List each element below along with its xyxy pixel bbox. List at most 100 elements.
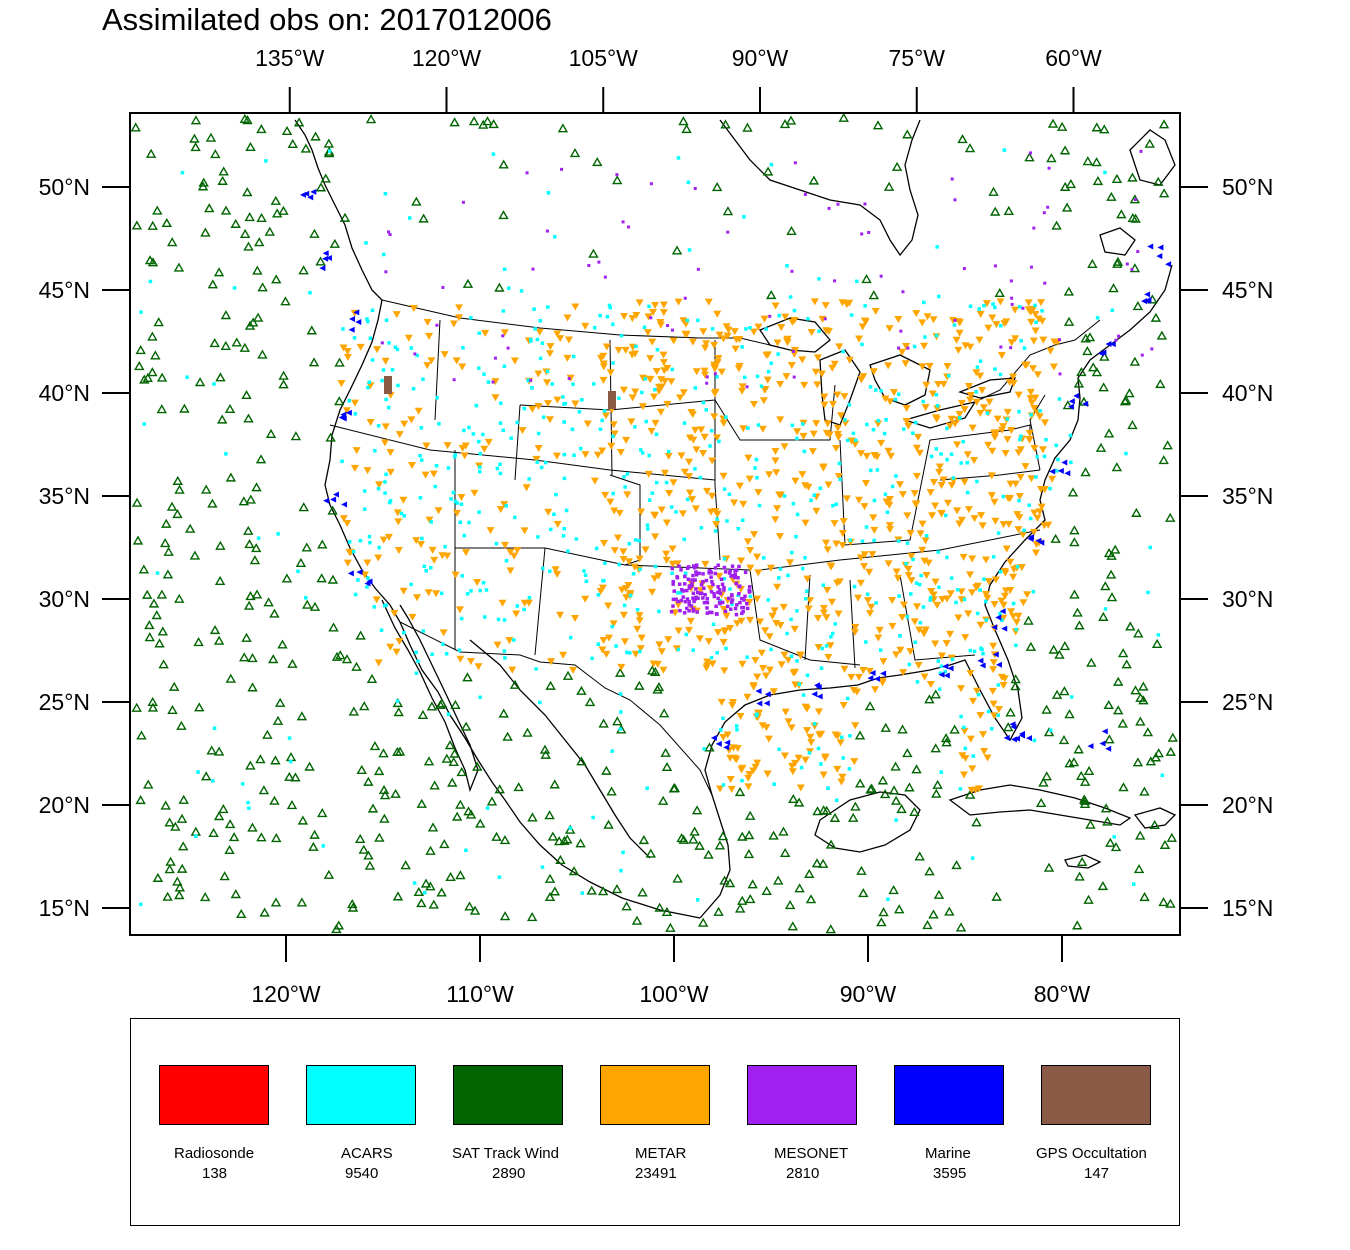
- acars-marker: [390, 367, 395, 372]
- acars-marker: [789, 654, 794, 659]
- acars-marker: [740, 345, 744, 349]
- mesonet-marker: [705, 606, 709, 610]
- sat-track-wind-marker: [270, 755, 281, 765]
- metar-marker: [1029, 337, 1038, 345]
- sat-track-wind-marker: [1063, 316, 1075, 326]
- acars-marker: [821, 583, 826, 587]
- metar-marker: [935, 468, 944, 476]
- sat-track-wind-marker: [205, 132, 217, 142]
- legend-label: METAR: [635, 1145, 687, 1162]
- acars-marker: [1054, 469, 1059, 473]
- sat-track-wind-marker: [1054, 649, 1065, 659]
- acars-marker: [841, 756, 845, 760]
- acars-marker: [611, 491, 616, 496]
- metar-marker: [413, 594, 422, 602]
- acars-marker: [502, 649, 507, 653]
- metar-marker: [1011, 335, 1020, 343]
- acars-marker: [645, 523, 650, 527]
- sat-track-wind-marker: [1048, 644, 1059, 654]
- metar-marker: [428, 546, 437, 554]
- mesonet-marker: [728, 607, 733, 612]
- sat-track-wind-marker: [971, 817, 982, 827]
- mesonet-marker: [731, 573, 736, 578]
- metar-marker: [647, 427, 656, 435]
- sat-track-wind-marker: [309, 601, 321, 611]
- metar-marker: [743, 693, 752, 701]
- metar-marker: [780, 443, 789, 451]
- acars-marker: [812, 493, 817, 497]
- acars-marker: [936, 550, 940, 554]
- marine-marker: [880, 670, 887, 677]
- sat-track-wind-marker: [932, 779, 943, 789]
- sat-track-wind-marker: [264, 226, 276, 236]
- metar-marker: [630, 563, 639, 571]
- acars-marker: [527, 378, 531, 382]
- acars-marker: [785, 264, 789, 268]
- mesonet-marker: [863, 202, 867, 206]
- metar-marker: [765, 633, 774, 641]
- mesonet-marker: [713, 571, 718, 576]
- acars-marker: [984, 599, 988, 604]
- acars-marker: [676, 156, 681, 160]
- acars-marker: [1033, 303, 1037, 308]
- metar-marker: [754, 323, 763, 331]
- sat-track-wind-marker: [147, 331, 158, 341]
- acars-marker: [610, 749, 614, 753]
- metar-marker: [798, 356, 807, 364]
- sat-track-wind-marker: [1073, 378, 1085, 388]
- legend-count: 9540: [345, 1165, 379, 1182]
- metar-marker: [879, 658, 888, 666]
- metar-marker: [669, 479, 678, 487]
- metar-marker: [1019, 531, 1028, 539]
- metar-marker: [654, 387, 663, 395]
- sat-track-wind-marker: [450, 699, 461, 709]
- metar-marker: [875, 626, 884, 634]
- metar-marker: [641, 546, 650, 554]
- acars-marker: [978, 359, 983, 363]
- sat-track-wind-marker: [317, 807, 328, 818]
- metar-marker: [914, 661, 923, 669]
- mesonet-marker: [671, 579, 675, 584]
- sat-track-wind-marker: [502, 731, 513, 741]
- acars-marker: [139, 310, 143, 314]
- metar-marker: [854, 335, 863, 343]
- acars-marker: [196, 770, 200, 774]
- sat-track-wind-marker: [1099, 351, 1110, 361]
- metar-marker: [374, 659, 383, 667]
- legend-item: METAR 23491: [600, 1065, 730, 1185]
- acars-marker: [623, 485, 627, 489]
- gps-occultation-marker: [384, 376, 392, 394]
- marine-marker: [1156, 253, 1163, 260]
- metar-marker: [655, 383, 664, 391]
- metar-marker: [942, 640, 951, 648]
- metar-marker: [803, 727, 812, 735]
- acars-marker: [993, 305, 997, 310]
- metar-marker: [631, 388, 640, 396]
- sat-track-wind-marker: [957, 134, 968, 144]
- sat-track-wind-marker: [1133, 864, 1145, 874]
- acars-marker: [368, 540, 372, 545]
- metar-marker: [685, 473, 694, 481]
- marine-marker: [992, 651, 999, 658]
- sat-track-wind-marker: [544, 810, 555, 820]
- metar-marker: [845, 356, 854, 364]
- mesonet-marker: [677, 582, 682, 586]
- mesonet-marker: [717, 588, 722, 592]
- metar-marker: [976, 712, 985, 720]
- sat-track-wind-marker: [159, 538, 171, 548]
- marine-marker: [947, 665, 954, 672]
- metar-marker: [1015, 492, 1024, 500]
- metar-marker: [408, 613, 417, 621]
- acars-marker: [864, 640, 868, 644]
- metar-marker: [719, 335, 728, 343]
- acars-marker: [608, 305, 613, 310]
- metar-marker: [877, 439, 886, 447]
- acars-marker: [594, 546, 599, 551]
- sat-track-wind-marker: [290, 431, 302, 441]
- acars-marker: [727, 492, 732, 497]
- metar-marker: [886, 398, 895, 406]
- acars-marker: [304, 596, 308, 600]
- acars-marker: [418, 453, 422, 458]
- acars-marker: [527, 477, 531, 481]
- acars-marker: [377, 545, 381, 550]
